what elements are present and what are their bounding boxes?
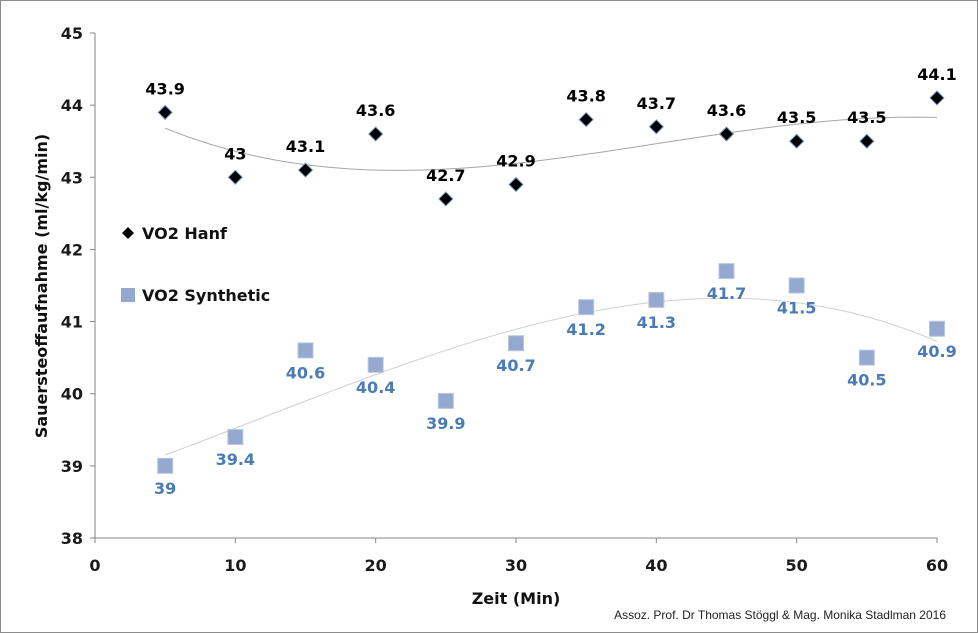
trendline-synthetic (165, 297, 938, 456)
data-label: 39.9 (426, 414, 465, 433)
data-label: 40.7 (496, 356, 535, 375)
synthetic-point (929, 320, 945, 337)
y-tick-label: 44 (61, 96, 83, 115)
legend-label: VO2 Synthetic (142, 286, 270, 305)
x-tick-label: 40 (645, 556, 667, 575)
y-tick-label: 40 (61, 385, 83, 404)
legend-square-icon (121, 288, 135, 302)
data-labels: 43.9 43 43.1 43.6 42.7 42.9 43.8 43.7 43.6 43.5 43… (145, 65, 956, 498)
y-tick-label: 42 (61, 240, 83, 259)
trendlines (165, 116, 938, 456)
y-tick-label: 45 (61, 24, 83, 43)
data-label: 43.5 (777, 108, 816, 127)
trendline-hanf (165, 116, 938, 171)
hanf-point (367, 126, 384, 142)
data-marks (157, 90, 945, 474)
hanf-point (718, 126, 735, 142)
hanf-point (578, 111, 594, 128)
hanf-point (227, 169, 244, 185)
data-label: 44.1 (917, 65, 956, 84)
x-tick-label: 10 (224, 556, 246, 575)
synthetic-point (227, 429, 244, 445)
data-label: 43.6 (707, 101, 746, 120)
synthetic-point (297, 342, 314, 359)
data-label: 42.9 (496, 152, 535, 171)
data-label: 42.7 (426, 166, 465, 185)
y-tick-label: 39 (61, 457, 83, 476)
data-label: 40.5 (847, 371, 886, 390)
legend-label: VO2 Hanf (142, 224, 228, 243)
hanf-point (859, 133, 875, 149)
credit-text: Assoz. Prof. Dr Thomas Stöggl & Mag. Mon… (614, 608, 946, 622)
data-label: 43 (224, 144, 246, 163)
x-tick-label: 30 (505, 556, 527, 575)
synthetic-point (718, 263, 735, 280)
y-tick-label: 41 (61, 313, 83, 332)
hanf-point (648, 119, 665, 135)
synthetic-point (788, 277, 805, 294)
data-label: 40.6 (286, 363, 325, 382)
data-label: 41.3 (637, 313, 676, 332)
synthetic-point (367, 356, 384, 373)
data-label: 41.5 (777, 299, 816, 318)
data-label: 43.7 (637, 94, 676, 113)
data-label: 43.5 (847, 108, 886, 127)
data-label: 41.2 (566, 320, 605, 339)
hanf-point (297, 162, 314, 178)
data-label: 43.8 (566, 87, 605, 106)
synthetic-point (508, 335, 524, 352)
synthetic-point (648, 291, 665, 308)
data-label: 39 (154, 479, 176, 498)
y-tick-label: 38 (61, 529, 83, 548)
data-label: 43.1 (286, 137, 325, 156)
hanf-point (788, 133, 805, 149)
data-label: 40.4 (356, 378, 395, 397)
legend: VO2 Hanf VO2 Synthetic (121, 224, 270, 305)
legend-diamond-icon (122, 227, 134, 239)
hanf-point (929, 90, 945, 106)
data-label: 40.9 (917, 342, 956, 361)
axes: 38 39 40 41 42 43 44 45 0 10 20 30 40 50 60 (61, 24, 948, 575)
hanf-point (508, 176, 524, 193)
data-label: 43.6 (356, 101, 395, 120)
hanf-point (438, 191, 454, 207)
hanf-point (157, 104, 173, 121)
x-tick-label: 20 (365, 556, 387, 575)
x-tick-label: 0 (89, 556, 100, 575)
y-tick-label: 43 (61, 168, 83, 187)
synthetic-point (578, 299, 595, 316)
data-label: 41.7 (707, 284, 746, 303)
synthetic-point (157, 457, 174, 474)
x-tick-label: 50 (786, 556, 808, 575)
x-tick-label: 60 (926, 556, 948, 575)
x-axis-title: Zeit (Min) (472, 589, 561, 608)
data-label: 39.4 (216, 450, 255, 469)
synthetic-point (437, 392, 454, 409)
synthetic-point (858, 349, 875, 366)
y-axis-title: Sauersteoffaufnahme (ml/kg/min) (32, 134, 51, 438)
data-label: 43.9 (145, 79, 184, 98)
